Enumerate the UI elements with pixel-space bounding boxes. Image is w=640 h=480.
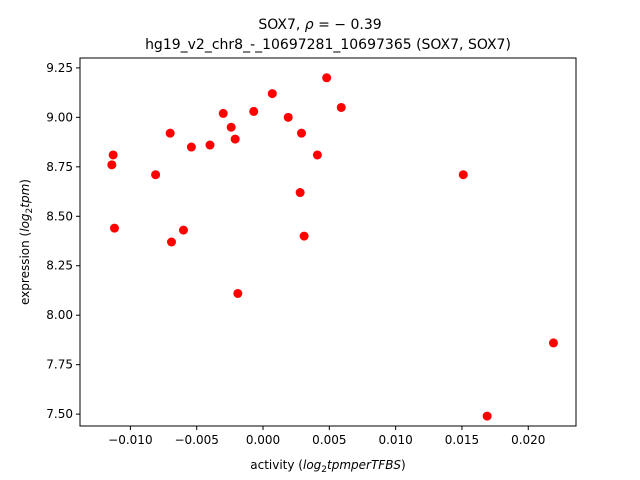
data-point <box>167 237 177 247</box>
data-point <box>249 106 259 116</box>
data-point <box>230 134 240 144</box>
y-axis-ticks: 7.50 7.75 8.00 8.25 8.50 8.75 9.00 9.25 <box>46 61 80 421</box>
y-tick-label: 7.50 <box>46 407 73 421</box>
y-axis-label-math-2: tpm <box>18 184 32 208</box>
x-tick-label: −0.010 <box>108 433 152 447</box>
x-tick-label: 0.010 <box>378 433 412 447</box>
x-axis-label: activity (log2tpmperTFBS) <box>250 458 405 475</box>
data-point <box>107 160 117 170</box>
x-axis-label-prefix: activity ( <box>250 458 303 472</box>
data-point <box>205 140 215 150</box>
data-point <box>186 142 196 152</box>
title-rho: ρ <box>305 17 314 33</box>
y-tick-label: 8.75 <box>46 160 73 174</box>
y-tick-label: 8.25 <box>46 259 73 273</box>
title-value: = − 0.39 <box>314 17 382 33</box>
data-point <box>267 89 277 99</box>
data-point <box>322 73 332 83</box>
data-point <box>548 338 558 348</box>
x-tick-label: 0.020 <box>511 433 545 447</box>
y-tick-label: 9.00 <box>46 110 73 124</box>
y-axis-label-math-1: log <box>18 213 32 232</box>
data-point <box>109 223 119 233</box>
data-point <box>165 128 175 138</box>
data-point <box>226 122 236 132</box>
x-tick-label: 0.015 <box>445 433 479 447</box>
x-axis-label-math-1: log <box>303 458 322 472</box>
data-point <box>283 112 293 122</box>
x-axis-label-subscript: 2 <box>321 465 327 475</box>
data-point <box>108 150 118 160</box>
y-axis-label-subscript: 2 <box>25 208 35 214</box>
y-axis-label-suffix: ) <box>18 179 32 184</box>
y-axis-label-prefix: expression ( <box>18 232 32 305</box>
y-axis-label: expression (log2tpm) <box>18 179 35 305</box>
x-axis-label-math-2: tpmperTFBS <box>327 458 401 472</box>
data-points <box>107 73 558 421</box>
data-point <box>151 170 161 180</box>
data-point <box>178 225 188 235</box>
data-point <box>336 102 346 112</box>
x-axis-ticks: −0.010 −0.005 0.000 0.005 0.010 0.015 0.020 <box>108 426 545 447</box>
x-tick-label: 0.000 <box>246 433 280 447</box>
data-point <box>296 128 306 138</box>
chart-title: SOX7, ρ = − 0.39 <box>258 17 381 33</box>
data-point <box>295 188 305 198</box>
y-tick-label: 8.00 <box>46 308 73 322</box>
data-point <box>218 108 228 118</box>
data-point <box>299 231 309 241</box>
data-point <box>458 170 468 180</box>
x-axis-label-suffix: ) <box>401 458 406 472</box>
x-tick-label: −0.005 <box>174 433 218 447</box>
data-point <box>233 288 243 298</box>
y-tick-label: 7.75 <box>46 358 73 372</box>
title-prefix: SOX7, <box>258 17 304 33</box>
y-tick-label: 9.25 <box>46 61 73 75</box>
plot-area-frame <box>79 57 577 427</box>
x-tick-label: 0.005 <box>312 433 346 447</box>
chart-subtitle: hg19_v2_chr8_-_10697281_10697365 (SOX7, … <box>145 37 511 53</box>
data-point <box>312 150 322 160</box>
y-tick-label: 8.50 <box>46 209 73 223</box>
data-point <box>482 411 492 421</box>
